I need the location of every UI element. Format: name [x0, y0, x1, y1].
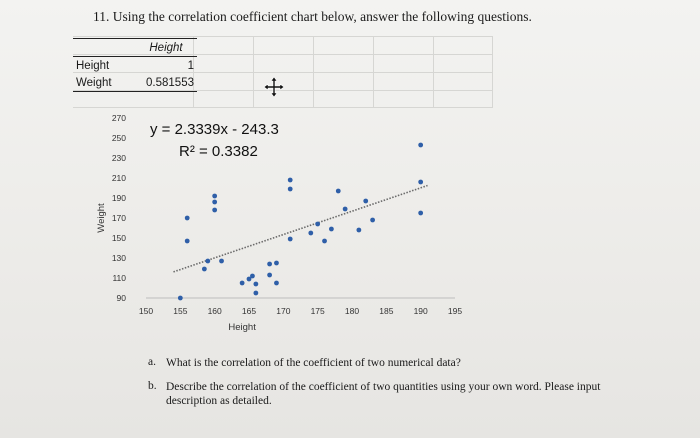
data-point [201, 266, 207, 272]
data-point [219, 258, 224, 264]
data-point [184, 238, 190, 244]
table-row: Height 1 [73, 57, 197, 75]
x-tick-label: 155 [173, 306, 187, 316]
x-tick-label: 170 [276, 306, 290, 316]
data-point [418, 210, 424, 216]
x-axis-title: Height [228, 322, 256, 333]
chart-svg: 270 250 230 210 190 170 150 130 110 90 150 155 160 16… [96, 113, 462, 333]
data-point [250, 273, 255, 279]
data-point [205, 258, 211, 264]
y-tick-label: 270 [112, 113, 126, 123]
data-point [239, 280, 245, 286]
data-point [287, 236, 293, 242]
sub-question-text: What is the correlation of the coefficie… [166, 357, 461, 369]
data-point [274, 280, 279, 286]
data-point [342, 206, 348, 212]
data-point [329, 226, 334, 232]
y-tick-label: 170 [112, 213, 126, 223]
trendline [173, 184, 428, 273]
data-point [253, 281, 259, 287]
table-row: Weight 0.581553 [73, 74, 197, 92]
y-tick-label: 250 [112, 133, 126, 143]
data-point [267, 272, 272, 278]
move-cursor-icon [263, 76, 285, 98]
data-point [267, 261, 272, 267]
sub-question-text: Describe the correlation of the coeffici… [166, 381, 601, 407]
table-corner [73, 38, 135, 57]
row-label: Height [76, 59, 110, 72]
sub-question-label: b. [148, 380, 157, 392]
data-point [335, 188, 341, 194]
data-point [418, 142, 424, 148]
data-point [356, 227, 362, 233]
data-point [315, 221, 321, 227]
data-point [212, 193, 218, 199]
data-point [322, 238, 327, 244]
y-axis-title: Weight [96, 203, 107, 233]
data-point [370, 217, 375, 223]
data-point [418, 179, 424, 185]
data-point [274, 260, 279, 266]
y-tick-label: 110 [112, 273, 126, 283]
data-point [177, 295, 183, 301]
data-point [212, 207, 218, 213]
data-point [308, 230, 314, 236]
cell-value: 0.581553 [135, 74, 197, 92]
row-label: Weight [73, 74, 135, 92]
y-tick-label: 230 [112, 153, 126, 163]
col-header-height: Height [135, 38, 197, 57]
trendline-equation: y = 2.3339x - 243.3 [150, 121, 279, 138]
cell-value: 1 [187, 59, 194, 72]
x-tick-label: 195 [448, 306, 462, 316]
x-tick-label: 165 [242, 306, 256, 316]
data-point [253, 290, 259, 296]
x-tick-label: 190 [414, 306, 428, 316]
x-tick-label: 175 [311, 306, 325, 316]
y-tick-label: 210 [112, 173, 126, 183]
scatter-chart: 270 250 230 210 190 170 150 130 110 90 150 155 160 16… [90, 108, 490, 338]
y-tick-label: 150 [112, 233, 126, 243]
y-tick-label: 130 [112, 253, 126, 263]
question-title: 11. Using the correlation coefficient ch… [93, 9, 532, 24]
x-tick-label: 180 [345, 306, 359, 316]
sub-question-label: a. [148, 356, 156, 368]
y-tick-label: 90 [117, 293, 127, 303]
correlation-table: Height Height 1 Weight 0.581553 [73, 38, 197, 92]
sub-question-a: a. What is the correlation of the coeffi… [148, 356, 606, 370]
sub-questions: a. What is the correlation of the coeffi… [148, 356, 606, 418]
sub-question-b: b. Describe the correlation of the coeff… [148, 380, 606, 408]
r-squared-label: R² = 0.3382 [179, 143, 258, 160]
data-point [184, 215, 190, 221]
y-tick-label: 190 [112, 193, 126, 203]
data-point [246, 276, 252, 282]
data-point [287, 186, 293, 192]
data-point [363, 198, 369, 204]
data-point [212, 199, 218, 205]
x-tick-label: 160 [208, 306, 222, 316]
x-tick-label: 150 [139, 306, 153, 316]
x-tick-label: 185 [379, 306, 393, 316]
data-point [287, 177, 293, 183]
